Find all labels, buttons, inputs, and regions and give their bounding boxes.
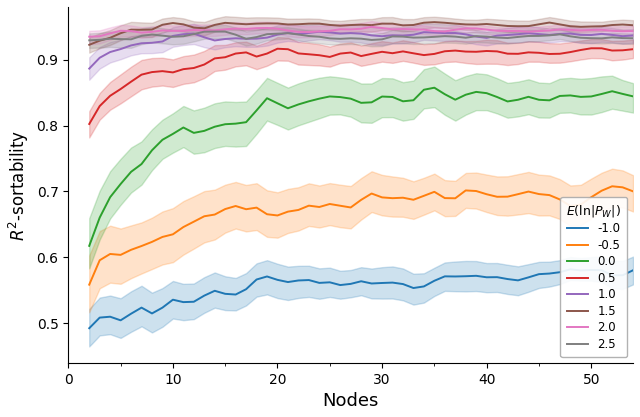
-1.0 [410,286,417,291]
-0.5 [399,195,407,200]
-0.5 [608,184,616,189]
1.0 [316,29,323,34]
0.5 [431,51,438,56]
1.0 [420,30,428,35]
2.5 [577,35,584,40]
0.5 [504,51,511,56]
Line: 1.0: 1.0 [89,32,633,69]
2.0 [232,26,239,31]
Line: -0.5: -0.5 [89,186,633,285]
1.5 [441,20,449,25]
1.5 [514,24,522,29]
2.0 [514,28,522,33]
-1.0 [399,281,407,286]
-0.5 [566,203,574,208]
Line: 1.5: 1.5 [89,22,633,45]
Line: 2.0: 2.0 [89,27,633,37]
2.5 [410,35,417,40]
-0.5 [431,189,438,194]
2.0 [368,24,376,29]
2.5 [85,38,93,43]
0.0 [629,94,637,99]
0.0 [514,97,522,102]
0.5 [566,50,574,55]
0.0 [431,85,438,90]
-1.0 [566,267,574,272]
2.5 [420,35,428,40]
2.5 [629,36,637,41]
1.0 [514,32,522,37]
2.0 [410,27,417,32]
-1.0 [577,268,584,273]
2.5 [243,36,250,41]
-0.5 [85,282,93,287]
2.0 [629,28,637,33]
1.5 [399,23,407,28]
1.5 [85,42,93,47]
2.0 [85,34,93,39]
X-axis label: Nodes: Nodes [323,392,379,410]
-1.0 [85,326,93,331]
0.0 [410,98,417,103]
-1.0 [232,292,239,297]
-1.0 [629,268,637,273]
Line: 0.0: 0.0 [89,88,633,246]
Line: 0.5: 0.5 [89,48,633,124]
-0.5 [410,197,417,202]
Line: -1.0: -1.0 [89,269,633,328]
2.5 [514,35,522,40]
-0.5 [504,194,511,199]
1.5 [410,23,417,28]
-1.0 [431,278,438,283]
1.0 [629,33,637,38]
0.0 [232,121,239,126]
0.5 [588,46,595,51]
1.5 [232,21,239,26]
0.5 [410,51,417,56]
1.5 [629,23,637,28]
0.0 [85,244,93,249]
1.0 [441,30,449,35]
0.5 [629,47,637,52]
2.0 [420,27,428,32]
2.0 [577,28,584,33]
-0.5 [629,189,637,194]
1.0 [232,36,239,41]
Legend: -1.0, -0.5, 0.0, 0.5, 1.0, 1.5, 2.0, 2.5: -1.0, -0.5, 0.0, 0.5, 1.0, 1.5, 2.0, 2.5 [561,197,627,357]
-1.0 [504,276,511,281]
2.0 [441,29,449,34]
2.5 [211,29,219,34]
0.5 [232,51,239,56]
1.0 [410,32,417,37]
1.5 [577,24,584,29]
2.5 [441,34,449,39]
-0.5 [232,203,239,208]
Line: 2.5: 2.5 [89,32,633,40]
0.0 [441,92,449,97]
1.0 [85,66,93,71]
Y-axis label: $R^2$-sortability: $R^2$-sortability [7,129,31,241]
1.0 [577,33,584,38]
1.5 [431,20,438,25]
0.0 [577,94,584,99]
0.5 [399,49,407,54]
0.5 [85,121,93,126]
0.0 [399,99,407,104]
